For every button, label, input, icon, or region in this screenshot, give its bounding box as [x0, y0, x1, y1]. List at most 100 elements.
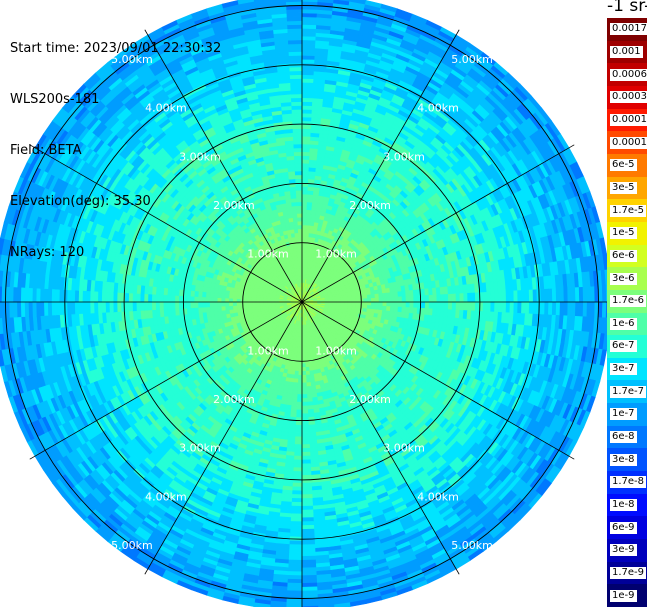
data-cell — [296, 397, 303, 403]
data-cell — [301, 166, 310, 172]
data-cell — [424, 301, 430, 309]
data-cell — [301, 386, 307, 391]
data-cell — [555, 288, 561, 303]
data-cell — [293, 378, 299, 384]
data-cell — [528, 289, 534, 303]
data-cell — [428, 294, 434, 303]
data-cell — [292, 467, 303, 472]
data-cell — [301, 494, 313, 499]
data-cell — [301, 555, 316, 561]
data-cell — [301, 189, 309, 195]
data-cell — [382, 292, 388, 299]
data-cell — [292, 471, 303, 476]
data-cell — [291, 486, 303, 492]
data-cell — [551, 288, 557, 303]
data-cell — [291, 389, 298, 395]
data-cell — [301, 135, 311, 141]
data-cell — [301, 170, 310, 176]
data-cell — [290, 501, 303, 507]
data-cell — [288, 544, 303, 549]
data-cell — [578, 286, 584, 303]
data-cell — [505, 301, 511, 314]
data-cell — [301, 378, 307, 384]
data-cell — [401, 301, 407, 308]
data-cell — [517, 301, 523, 314]
data-cell — [370, 301, 376, 307]
data-cell — [294, 444, 303, 449]
data-cell — [289, 521, 303, 526]
data-cell — [524, 289, 530, 303]
data-cell — [436, 301, 442, 310]
data-cell — [291, 490, 303, 496]
data-cell — [459, 293, 465, 303]
data-cell — [306, 209, 313, 215]
data-cell — [390, 301, 395, 308]
data-cell — [301, 31, 317, 37]
data-cell — [290, 509, 303, 515]
data-cell — [301, 401, 308, 407]
data-cell — [567, 301, 573, 317]
data-cell — [297, 382, 303, 388]
data-cell — [509, 290, 515, 303]
data-cell — [451, 293, 457, 303]
data-cell — [551, 301, 557, 316]
data-cell — [301, 471, 312, 476]
data-cell — [301, 89, 314, 95]
data-cell — [287, 559, 303, 565]
data-cell — [301, 43, 316, 49]
data-cell — [301, 474, 312, 480]
data-cell — [540, 288, 546, 303]
data-cell — [301, 582, 318, 588]
data-cell — [294, 428, 303, 434]
data-cell — [305, 216, 312, 222]
data-cell — [397, 301, 403, 308]
data-cell — [494, 291, 499, 303]
data-cell — [301, 567, 317, 573]
data-cell — [289, 532, 303, 538]
data-cell — [474, 301, 480, 312]
data-cell — [301, 436, 310, 442]
data-cell — [301, 0, 319, 3]
data-cell — [301, 178, 309, 183]
data-cell — [301, 74, 315, 80]
data-cell — [455, 293, 461, 303]
data-cell — [301, 490, 313, 496]
data-cell — [397, 296, 403, 303]
data-cell — [286, 578, 303, 584]
data-cell — [301, 216, 307, 222]
data-cell — [295, 424, 303, 430]
data-cell — [471, 292, 476, 303]
data-cell — [306, 386, 312, 391]
data-cell — [301, 440, 310, 445]
data-cell — [292, 482, 303, 488]
data-cell — [293, 463, 303, 469]
data-cell — [563, 301, 569, 317]
data-cell — [413, 295, 418, 303]
data-cell — [301, 39, 317, 45]
data-cell — [288, 555, 303, 561]
data-cell — [301, 532, 315, 538]
data-cell — [532, 301, 538, 315]
data-cell — [394, 296, 399, 303]
data-cell — [390, 296, 395, 303]
data-cell — [301, 20, 318, 26]
data-cell — [317, 0, 335, 4]
data-cell — [521, 289, 526, 303]
data-cell — [571, 301, 576, 317]
data-cell — [389, 291, 395, 298]
data-cell — [301, 51, 316, 56]
data-cell — [301, 482, 312, 488]
data-cell — [289, 524, 303, 530]
data-cell — [521, 301, 526, 315]
data-cell — [421, 295, 426, 303]
data-cell — [444, 301, 449, 310]
data-cell — [301, 413, 309, 418]
data-cell — [298, 367, 303, 372]
data-cell — [486, 301, 492, 313]
data-cell — [378, 301, 384, 307]
data-cell — [289, 528, 303, 534]
data-cell — [301, 451, 311, 457]
data-cell — [582, 286, 588, 303]
data-cell — [296, 405, 303, 411]
data-cell — [555, 301, 561, 316]
